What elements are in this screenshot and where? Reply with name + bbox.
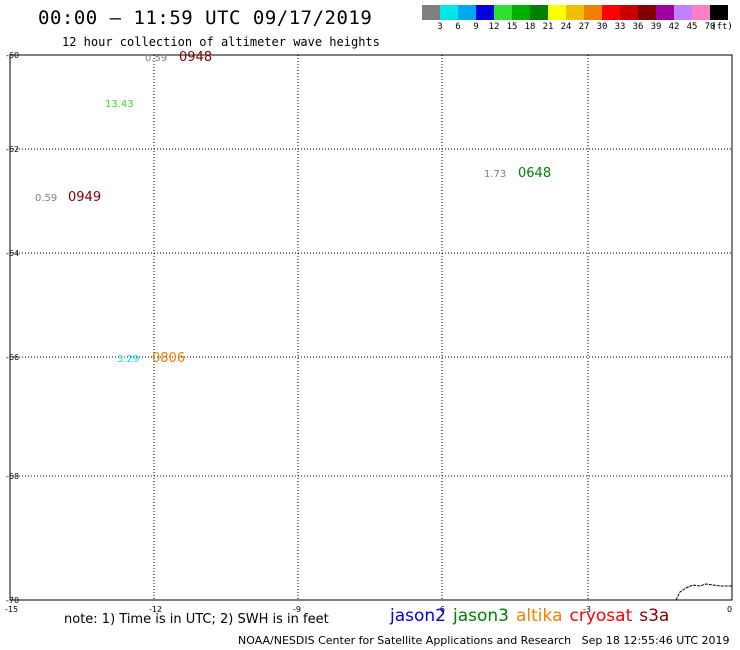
legend-jason2: jason2: [390, 606, 446, 626]
observation-time: 0648: [518, 166, 551, 181]
colorbar-swatch: [440, 5, 458, 20]
colorbar-labels: 3 6 9 12 15 18 21 24 27 30 33 36 39 42 45 70 (ft): [422, 22, 740, 34]
colorbar: [422, 5, 728, 20]
colorbar-label: 36: [632, 22, 644, 32]
colorbar-swatch: [566, 5, 584, 20]
latitude-labels: -60 -62 -64 -66 -68 -70: [6, 51, 19, 605]
observation-time: 0949: [68, 190, 101, 205]
wave-height-value: 1.73: [484, 169, 506, 180]
colorbar-swatch: [692, 5, 710, 20]
colorbar-label: 3: [437, 22, 443, 32]
map-subtitle: 12 hour collection of altimeter wave hei…: [62, 35, 380, 49]
colorbar-label: 15: [506, 22, 518, 32]
colorbar-label: 30: [596, 22, 608, 32]
latitude-label: -68: [6, 472, 19, 481]
colorbar-swatch: [422, 5, 440, 20]
legend-jason3: jason3: [453, 606, 509, 626]
longitude-label: 0: [727, 605, 732, 614]
colorbar-label: 9: [473, 22, 479, 32]
longitude-label: -12: [149, 605, 162, 614]
colorbar-swatch: [620, 5, 638, 20]
latitude-label: -62: [6, 145, 19, 154]
antarctic-coastline: [675, 583, 732, 601]
longitude-label: -3: [583, 605, 591, 614]
colorbar-swatch: [530, 5, 548, 20]
longitude-labels: -15 -12 -9 -6 -3 0: [5, 605, 732, 614]
colorbar-swatch: [584, 5, 602, 20]
latitude-label: -66: [6, 353, 19, 362]
latitude-label: -64: [6, 249, 19, 258]
colorbar-swatch: [458, 5, 476, 20]
colorbar-label: 33: [614, 22, 626, 32]
colorbar-label: 70: [704, 22, 716, 32]
colorbar-swatch: [638, 5, 656, 20]
colorbar-label: 24: [560, 22, 572, 32]
wave-height-value: 13.43: [105, 99, 134, 110]
latitude-label: -70: [6, 596, 19, 605]
colorbar-swatch: [710, 5, 728, 20]
wave-height-value: 0.59: [35, 193, 57, 204]
colorbar-label: 39: [650, 22, 662, 32]
map-frame: [9, 54, 733, 601]
colorbar-swatch: [656, 5, 674, 20]
wave-height-value: 3.29: [117, 354, 139, 365]
longitude-label: -6: [437, 605, 445, 614]
longitude-label: -15: [5, 605, 18, 614]
latitude-label: -60: [6, 51, 19, 60]
colorbar-swatch: [548, 5, 566, 20]
colorbar-label: 42: [668, 22, 680, 32]
colorbar-label: 12: [488, 22, 500, 32]
colorbar-label: 18: [524, 22, 536, 32]
colorbar-label: (ft): [711, 22, 733, 32]
colorbar-label: 6: [455, 22, 461, 32]
colorbar-swatch: [512, 5, 530, 20]
map-title: 00:00 – 11:59 UTC 09/17/2019: [38, 7, 373, 29]
legend-altika: altika: [516, 606, 563, 626]
legend-cryosat: cryosat: [569, 606, 633, 626]
colorbar-label: 21: [542, 22, 554, 32]
colorbar-swatch: [476, 5, 494, 20]
units-note: note: 1) Time is in UTC; 2) SWH is in fe…: [64, 612, 329, 627]
altimeter-observations: 0.59 0948 13.43 1.73 0648 0.59 0949 3.29 0806: [35, 50, 551, 366]
observation-time: 0806: [152, 351, 185, 366]
satellite-legend: jason2 jason3 altika cryosat s3a: [390, 606, 676, 626]
longitude-label: -9: [293, 605, 301, 614]
wave-height-value: 0.59: [145, 53, 167, 64]
colorbar-label: 45: [686, 22, 698, 32]
colorbar-swatch: [494, 5, 512, 20]
credit-line: NOAA/NESDIS Center for Satellite Applica…: [238, 634, 730, 647]
colorbar-swatch: [674, 5, 692, 20]
colorbar-label: 27: [578, 22, 590, 32]
legend-s3a: s3a: [639, 606, 670, 626]
colorbar-swatch: [602, 5, 620, 20]
observation-time: 0948: [179, 50, 212, 65]
graticule: [10, 55, 732, 600]
